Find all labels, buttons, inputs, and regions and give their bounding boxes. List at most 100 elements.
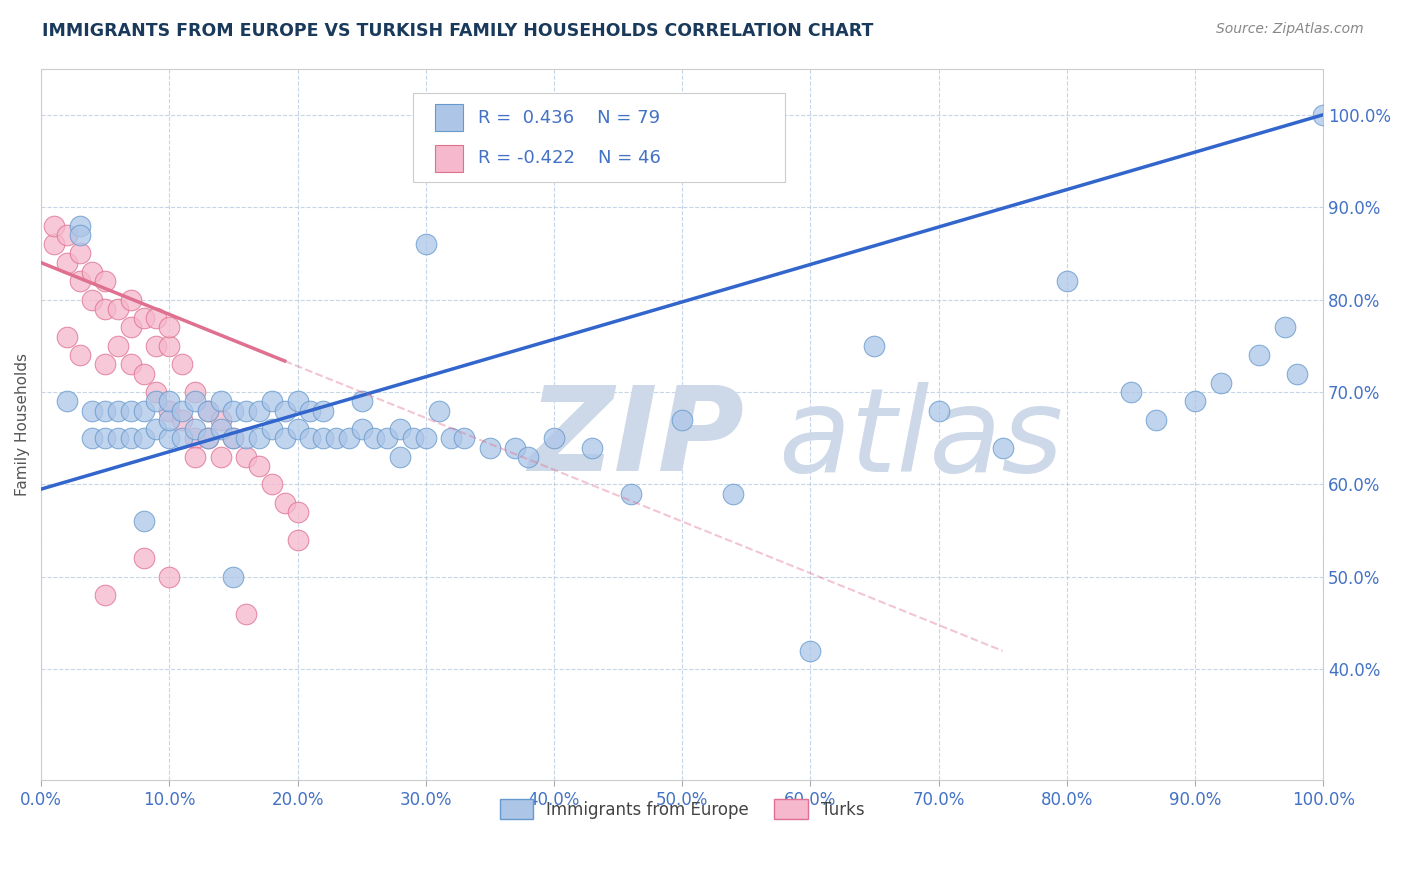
FancyBboxPatch shape <box>413 94 785 182</box>
Point <box>389 422 412 436</box>
Point <box>107 301 129 316</box>
Point <box>1209 376 1232 390</box>
Point <box>145 311 167 326</box>
Point <box>157 403 180 417</box>
Point <box>453 431 475 445</box>
Point <box>350 422 373 436</box>
Point <box>145 422 167 436</box>
Point <box>799 644 821 658</box>
Point <box>184 450 207 464</box>
Point <box>157 320 180 334</box>
Point <box>55 329 77 343</box>
Point <box>440 431 463 445</box>
Point <box>94 301 117 316</box>
Point <box>55 255 77 269</box>
Point <box>157 394 180 409</box>
Point <box>145 339 167 353</box>
Point <box>1312 108 1334 122</box>
Text: ZIP: ZIP <box>529 381 744 496</box>
Point <box>209 422 232 436</box>
Point <box>55 394 77 409</box>
Point <box>1146 413 1168 427</box>
Point <box>197 403 219 417</box>
Point <box>222 570 245 584</box>
Point <box>120 403 142 417</box>
FancyBboxPatch shape <box>434 104 463 131</box>
Point <box>337 431 360 445</box>
Point <box>235 450 257 464</box>
Point <box>107 431 129 445</box>
Point <box>172 357 194 371</box>
Point <box>287 394 309 409</box>
Point <box>184 431 207 445</box>
Point <box>671 413 693 427</box>
Point <box>581 441 603 455</box>
Point <box>172 403 194 417</box>
Point <box>94 431 117 445</box>
Point <box>505 441 527 455</box>
Point <box>69 219 91 233</box>
Point <box>299 403 322 417</box>
Point <box>287 533 309 547</box>
Point <box>120 431 142 445</box>
Point <box>94 589 117 603</box>
Point <box>620 487 643 501</box>
Point <box>94 357 117 371</box>
Point <box>184 385 207 400</box>
Point <box>132 367 155 381</box>
Point <box>69 227 91 242</box>
Point <box>1247 348 1270 362</box>
Point <box>260 394 283 409</box>
Point <box>157 413 180 427</box>
Point <box>222 431 245 445</box>
Point <box>82 431 104 445</box>
Text: R = -0.422    N = 46: R = -0.422 N = 46 <box>478 149 661 167</box>
Point <box>222 403 245 417</box>
Point <box>157 570 180 584</box>
Point <box>312 403 335 417</box>
Point <box>350 394 373 409</box>
Point <box>157 431 180 445</box>
Point <box>415 431 437 445</box>
Point <box>184 394 207 409</box>
Point <box>42 219 65 233</box>
Point <box>82 293 104 307</box>
Point <box>132 515 155 529</box>
Point <box>184 422 207 436</box>
Point <box>402 431 425 445</box>
Point <box>94 274 117 288</box>
Point <box>120 320 142 334</box>
Point <box>132 551 155 566</box>
Point <box>1184 394 1206 409</box>
Point <box>107 339 129 353</box>
Point <box>415 237 437 252</box>
Point <box>247 403 270 417</box>
Point <box>389 450 412 464</box>
Point <box>107 403 129 417</box>
Text: R =  0.436    N = 79: R = 0.436 N = 79 <box>478 109 661 127</box>
Point <box>928 403 950 417</box>
Point <box>209 413 232 427</box>
Point <box>863 339 886 353</box>
Point <box>375 431 398 445</box>
Point <box>235 403 257 417</box>
Point <box>172 413 194 427</box>
Text: Source: ZipAtlas.com: Source: ZipAtlas.com <box>1216 22 1364 37</box>
Point <box>197 431 219 445</box>
Point <box>145 394 167 409</box>
Point <box>273 403 295 417</box>
Point <box>132 403 155 417</box>
Point <box>69 246 91 260</box>
Point <box>478 441 501 455</box>
Point <box>287 505 309 519</box>
Point <box>299 431 322 445</box>
Point <box>235 607 257 621</box>
Point <box>69 274 91 288</box>
Point <box>222 431 245 445</box>
Point <box>543 431 565 445</box>
Legend: Immigrants from Europe, Turks: Immigrants from Europe, Turks <box>494 793 872 825</box>
Point <box>94 403 117 417</box>
Point <box>82 403 104 417</box>
Point <box>132 311 155 326</box>
Point <box>120 293 142 307</box>
